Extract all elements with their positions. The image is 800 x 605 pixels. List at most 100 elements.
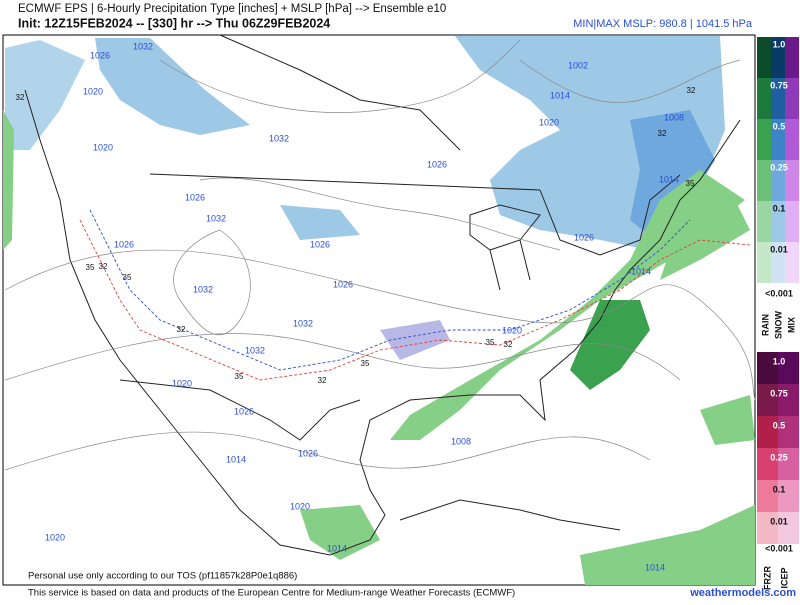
freezing-labels: 32 32 32 35 35 32 35 32 35 32 35 35 32 <box>16 86 696 385</box>
rain-area <box>390 170 745 440</box>
legend-min: <0.001 <box>765 288 793 298</box>
freezing-label: 32 <box>658 129 667 138</box>
isobar-label: 1002 <box>568 60 588 70</box>
freezing-label: 32 <box>16 93 25 102</box>
legend-swatch <box>757 119 771 160</box>
snow-area <box>280 205 360 240</box>
isobar-label: 1026 <box>310 239 330 249</box>
legend-level: 0.5 <box>773 420 786 430</box>
legend-level: 0.1 <box>773 203 786 213</box>
freezing-label: 35 <box>486 338 495 347</box>
isobar-label: 1014 <box>659 174 679 184</box>
map: 1032 1026 1020 1020 1032 1026 1002 1014 1020 1008… <box>2 34 756 586</box>
site: weathermodels.com <box>689 587 796 599</box>
legend-swatch <box>771 78 785 119</box>
legend-swatch <box>757 384 778 416</box>
isobar-label: 1026 <box>574 232 594 242</box>
freezing-label: 32 <box>318 376 327 385</box>
legend: 1.0 0.75 0.5 0.25 0.1 0.01 <0.001 RAIN SNOW MIX 1.… <box>756 35 800 600</box>
legend-swatch <box>771 37 785 78</box>
mix-area <box>380 320 450 360</box>
legend-swatch <box>757 448 778 480</box>
rain-area <box>700 395 755 445</box>
freezing-label: 35 <box>86 263 95 272</box>
legend-swatch <box>785 242 799 283</box>
legend-swatch <box>771 160 785 201</box>
isobar-label: 1020 <box>172 378 192 388</box>
legend-swatch <box>785 78 799 119</box>
isobar-label: 1020 <box>45 532 65 542</box>
attribution: This service is based on data and produc… <box>28 588 515 599</box>
legend-level: 0.01 <box>770 516 788 526</box>
freezing-label: 35 <box>361 359 370 368</box>
legend-swatch <box>778 352 799 384</box>
isobar-label: 1014 <box>550 90 570 100</box>
isobar-label: 1020 <box>93 142 113 152</box>
coastlines <box>24 34 741 556</box>
legend-type: RAIN <box>760 314 770 336</box>
isobar-label: 1026 <box>333 279 353 289</box>
isobar-labels: 1032 1026 1020 1020 1032 1026 1002 1014 1020 1008… <box>45 41 684 572</box>
isobar-label: 1026 <box>298 448 318 458</box>
isobar-label: 1026 <box>90 50 110 60</box>
isobar-label: 1026 <box>234 406 254 416</box>
legend-swatch <box>785 37 799 78</box>
legend-swatch <box>778 448 799 480</box>
freezing-label: 32 <box>504 340 513 349</box>
rain-area <box>300 505 380 560</box>
tos-note: Personal use only according to our TOS (… <box>28 571 297 582</box>
isobar-label: 1032 <box>133 41 153 51</box>
legend-level: 1.0 <box>773 39 786 49</box>
isobar-label: 1020 <box>83 86 103 96</box>
isobar-label: 1014 <box>645 562 665 572</box>
isobar-label: 1020 <box>502 325 522 335</box>
legend-swatch <box>757 242 771 283</box>
freezing-label: 32 <box>687 86 696 95</box>
isobar-label: 1032 <box>193 284 213 294</box>
legend-type: ICEP <box>779 567 789 588</box>
isobar-label: 1020 <box>290 501 310 511</box>
legend-level: 0.25 <box>770 162 788 172</box>
freezing-label: 32 <box>177 325 186 334</box>
legend-swatch <box>771 201 785 242</box>
isobar-label: 1014 <box>631 266 651 276</box>
freezing-label: 35 <box>235 372 244 381</box>
legend-type: MIX <box>786 317 796 333</box>
legend-level: 0.01 <box>770 244 788 254</box>
rain-area <box>660 200 750 280</box>
init-time: Init: 12Z15FEB2024 -- [330] hr --> Thu 0… <box>18 16 330 30</box>
freezing-line-blue <box>89 209 691 371</box>
snow-area <box>95 38 250 135</box>
legend-swatch <box>757 416 778 448</box>
legend-swatch <box>771 242 785 283</box>
snow-area <box>630 110 715 240</box>
legend-swatch <box>757 78 771 119</box>
isobars <box>4 39 756 471</box>
legend-level: 0.75 <box>770 80 788 90</box>
legend-swatch <box>785 119 799 160</box>
isobar-label: 1020 <box>539 117 559 127</box>
isobar-label: 1032 <box>269 133 289 143</box>
rain-area <box>3 110 14 250</box>
freezing-line <box>79 219 751 381</box>
isobar-label: 1008 <box>451 436 471 446</box>
title: ECMWF EPS | 6-Hourly Precipitation Type … <box>18 3 446 15</box>
tos-bg <box>22 568 342 582</box>
legend-swatch <box>757 201 771 242</box>
isobar-label: 1032 <box>293 318 313 328</box>
legend-type: SNOW <box>773 310 783 339</box>
legend-level: 0.75 <box>770 388 788 398</box>
isobar-label: 1032 <box>206 213 226 223</box>
legend-level: 0.1 <box>773 484 786 494</box>
isobar-label: 1026 <box>114 239 134 249</box>
legend-min: <0.001 <box>765 543 793 553</box>
legend-swatch <box>778 384 799 416</box>
legend-swatch <box>757 352 778 384</box>
legend-swatch <box>785 201 799 242</box>
legend-level: 1.0 <box>773 356 786 366</box>
legend-level: 0.5 <box>773 121 786 131</box>
isobar-label: 1014 <box>226 454 246 464</box>
legend-swatch <box>771 119 785 160</box>
legend-level: 0.25 <box>770 452 788 462</box>
